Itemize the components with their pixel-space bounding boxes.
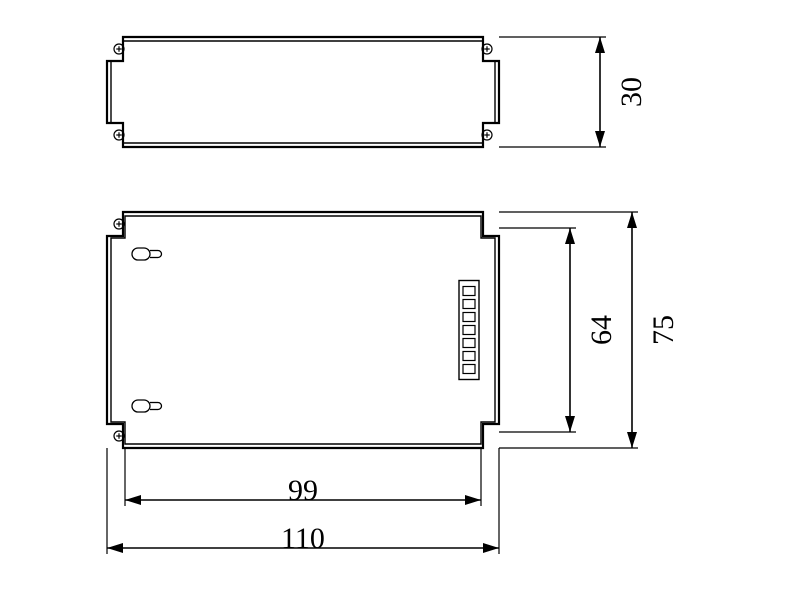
dimension-label: 99: [288, 474, 318, 507]
top-view: [107, 37, 499, 147]
dimension-label: 64: [585, 315, 618, 345]
dimension-label: 110: [281, 522, 325, 555]
dimension-label: 30: [615, 77, 648, 107]
front-view: [107, 212, 499, 448]
dimension-label: 75: [647, 315, 680, 345]
